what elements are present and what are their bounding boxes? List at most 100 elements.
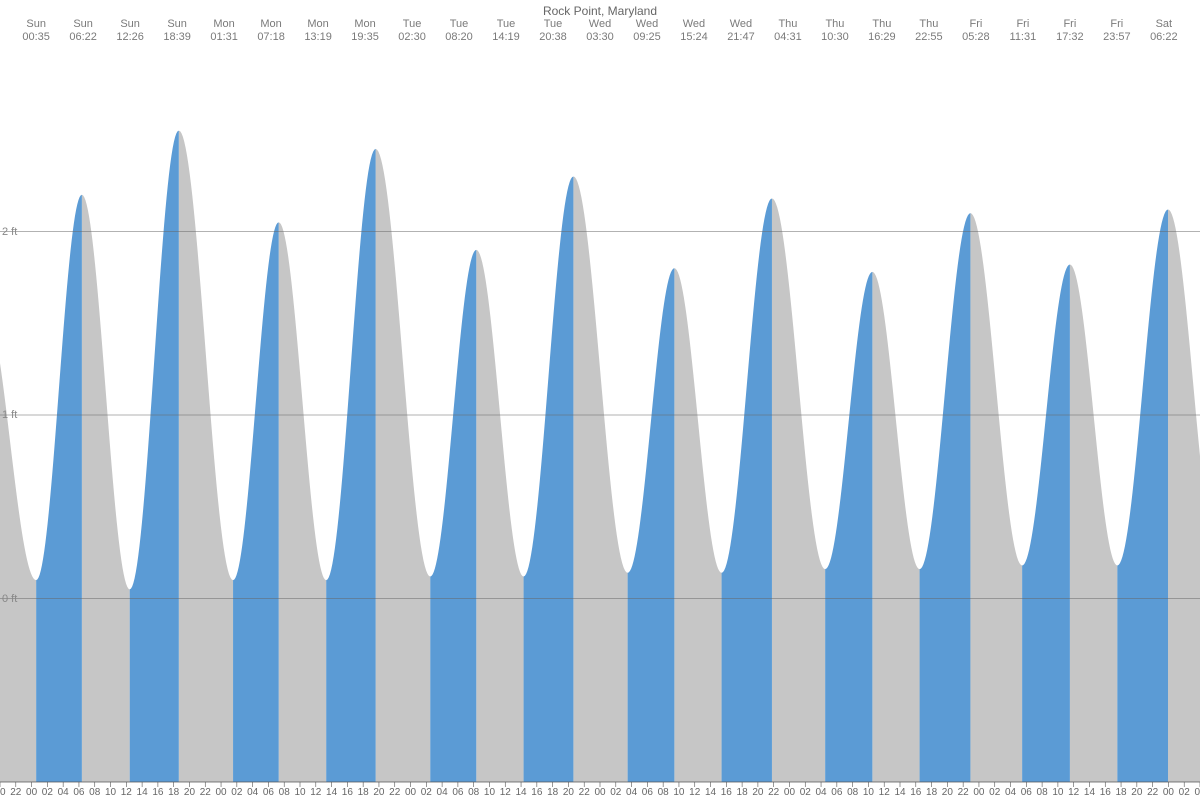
x-tick-label: 22 bbox=[10, 787, 21, 798]
header-time-label: Sun06:22 bbox=[69, 18, 97, 44]
header-day: Thu bbox=[774, 18, 802, 31]
x-tick-label: 02 bbox=[42, 787, 53, 798]
x-tick-label: 10 bbox=[673, 787, 684, 798]
header-day: Tue bbox=[398, 18, 426, 31]
x-tick-label: 22 bbox=[579, 787, 590, 798]
header-day: Fri bbox=[1103, 18, 1131, 31]
x-tick-label: 12 bbox=[689, 787, 700, 798]
x-tick-label: 20 bbox=[0, 787, 6, 798]
header-day: Sun bbox=[22, 18, 50, 31]
header-day: Sun bbox=[116, 18, 144, 31]
x-tick-label: 12 bbox=[121, 787, 132, 798]
x-tick-label: 20 bbox=[184, 787, 195, 798]
header-time-label: Thu10:30 bbox=[821, 18, 849, 44]
header-time: 15:24 bbox=[680, 31, 708, 44]
x-tick-label: 10 bbox=[105, 787, 116, 798]
header-time-label: Tue14:19 bbox=[492, 18, 520, 44]
x-tick-label: 20 bbox=[752, 787, 763, 798]
header-time-label: Mon13:19 bbox=[304, 18, 332, 44]
x-tick-label: 08 bbox=[847, 787, 858, 798]
header-day: Sun bbox=[163, 18, 191, 31]
x-tick-label: 20 bbox=[942, 787, 953, 798]
header-day: Tue bbox=[492, 18, 520, 31]
x-tick-label: 12 bbox=[500, 787, 511, 798]
header-day: Wed bbox=[727, 18, 755, 31]
x-tick-label: 16 bbox=[910, 787, 921, 798]
header-day: Fri bbox=[962, 18, 990, 31]
header-time-label: Wed03:30 bbox=[586, 18, 614, 44]
y-axis-label: 1 ft bbox=[2, 409, 17, 421]
x-tick-label: 04 bbox=[437, 787, 448, 798]
header-day: Mon bbox=[304, 18, 332, 31]
x-tick-label: 16 bbox=[531, 787, 542, 798]
header-time-label: Fri05:28 bbox=[962, 18, 990, 44]
x-tick-label: 00 bbox=[1163, 787, 1174, 798]
x-tick-label: 12 bbox=[1068, 787, 1079, 798]
x-tick-label: 18 bbox=[1115, 787, 1126, 798]
header-time: 01:31 bbox=[210, 31, 238, 44]
x-tick-label: 00 bbox=[405, 787, 416, 798]
header-time-label: Fri23:57 bbox=[1103, 18, 1131, 44]
header-time: 14:19 bbox=[492, 31, 520, 44]
x-tick-label: 18 bbox=[547, 787, 558, 798]
header-time: 09:25 bbox=[633, 31, 661, 44]
x-tick-label: 02 bbox=[231, 787, 242, 798]
x-tick-label: 18 bbox=[737, 787, 748, 798]
header-time: 12:26 bbox=[116, 31, 144, 44]
header-time-label: Wed21:47 bbox=[727, 18, 755, 44]
x-tick-label: 16 bbox=[342, 787, 353, 798]
x-tick-label: 00 bbox=[594, 787, 605, 798]
header-time-label: Wed15:24 bbox=[680, 18, 708, 44]
header-time-label: Tue20:38 bbox=[539, 18, 567, 44]
header-time: 13:19 bbox=[304, 31, 332, 44]
header-time: 19:35 bbox=[351, 31, 379, 44]
header-time: 22:55 bbox=[915, 31, 943, 44]
header-time-label: Sun12:26 bbox=[116, 18, 144, 44]
header-time-label: Fri17:32 bbox=[1056, 18, 1084, 44]
x-tick-label: 16 bbox=[721, 787, 732, 798]
header-time-label: Sat06:22 bbox=[1150, 18, 1178, 44]
x-tick-label: 04 bbox=[1005, 787, 1016, 798]
x-tick-label: 22 bbox=[1147, 787, 1158, 798]
x-tick-label: 08 bbox=[468, 787, 479, 798]
x-tick-label: 04 bbox=[58, 787, 69, 798]
header-time: 04:31 bbox=[774, 31, 802, 44]
header-time-label: Thu04:31 bbox=[774, 18, 802, 44]
x-tick-label: 18 bbox=[168, 787, 179, 798]
x-tick-label: 02 bbox=[989, 787, 1000, 798]
chart-title: Rock Point, Maryland bbox=[0, 4, 1200, 18]
x-tick-label: 04 bbox=[626, 787, 637, 798]
time-header-row: Sun00:35Sun06:22Sun12:26Sun18:39Mon01:31… bbox=[0, 18, 1200, 46]
x-tick-label: 04 bbox=[247, 787, 258, 798]
header-time-label: Sun18:39 bbox=[163, 18, 191, 44]
header-time: 08:20 bbox=[445, 31, 473, 44]
header-time: 06:22 bbox=[1150, 31, 1178, 44]
header-time: 03:30 bbox=[586, 31, 614, 44]
x-tick-label: 06 bbox=[831, 787, 842, 798]
x-tick-label: 02 bbox=[800, 787, 811, 798]
header-time-label: Thu16:29 bbox=[868, 18, 896, 44]
x-tick-label: 16 bbox=[152, 787, 163, 798]
x-tick-label: 10 bbox=[294, 787, 305, 798]
header-time: 16:29 bbox=[868, 31, 896, 44]
header-time: 18:39 bbox=[163, 31, 191, 44]
y-axis-label: 0 ft bbox=[2, 593, 17, 605]
x-tick-label: 12 bbox=[310, 787, 321, 798]
header-time-label: Mon01:31 bbox=[210, 18, 238, 44]
tide-chart: Rock Point, Maryland Sun00:35Sun06:22Sun… bbox=[0, 0, 1200, 800]
header-time-label: Thu22:55 bbox=[915, 18, 943, 44]
x-tick-label: 04 bbox=[1194, 787, 1200, 798]
x-tick-label: 18 bbox=[926, 787, 937, 798]
x-tick-label: 00 bbox=[784, 787, 795, 798]
header-time: 00:35 bbox=[22, 31, 50, 44]
x-tick-label: 14 bbox=[326, 787, 337, 798]
x-tick-label: 14 bbox=[705, 787, 716, 798]
header-day: Mon bbox=[257, 18, 285, 31]
x-axis-ticks: 20 22 00 02 04 06 08 10 12 14 16 18 20 22 00 02 04 06 08 10… bbox=[0, 782, 1200, 800]
x-tick-label: 20 bbox=[373, 787, 384, 798]
x-tick-label: 08 bbox=[89, 787, 100, 798]
x-tick-label: 06 bbox=[1021, 787, 1032, 798]
header-time-label: Tue08:20 bbox=[445, 18, 473, 44]
header-time: 06:22 bbox=[69, 31, 97, 44]
header-day: Fri bbox=[1010, 18, 1037, 31]
